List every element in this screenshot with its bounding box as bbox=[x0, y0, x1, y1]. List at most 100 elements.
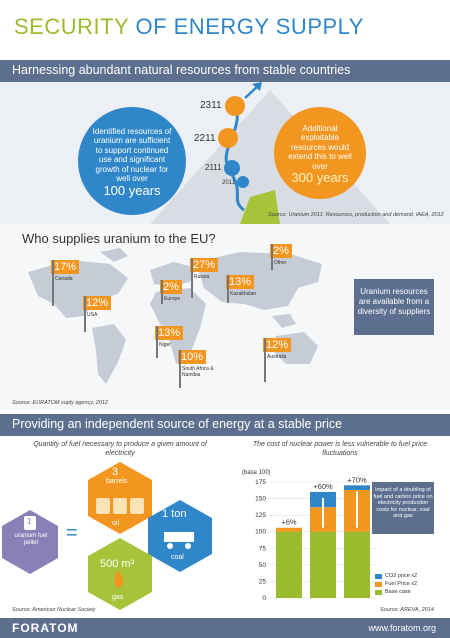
y-tick-label: 50 bbox=[259, 562, 267, 569]
pellet-hexagon bbox=[2, 510, 58, 574]
section1-heading: Harnessing abundant natural resources fr… bbox=[0, 60, 450, 82]
flag-pole bbox=[161, 280, 163, 304]
y-tick-label: 0 bbox=[262, 595, 266, 602]
flag-pole bbox=[179, 350, 181, 388]
flag-europe: 2% Europe bbox=[160, 280, 182, 304]
oil-label: oil bbox=[112, 520, 120, 527]
flag-other: 2% Other bbox=[270, 244, 292, 270]
south-america-shape bbox=[92, 324, 126, 384]
annotation-gas: +70% bbox=[347, 475, 367, 484]
title-part2: OF ENERGY SUPPLY bbox=[135, 14, 364, 39]
identified-resources-text: Identified resources of uranium are suff… bbox=[92, 126, 172, 184]
flag-kazakhstan-pct: 13% bbox=[226, 275, 255, 289]
left-subtitle: Quantity of fuel necessary to produce a … bbox=[33, 441, 207, 457]
southeast-asia-shape bbox=[272, 314, 296, 328]
legend-co2-label: CO2 price x2 bbox=[385, 573, 418, 579]
foratom-logo: FORATOM bbox=[12, 621, 79, 635]
flag-australia-label: Australia bbox=[267, 354, 287, 360]
arrow-icon bbox=[244, 85, 259, 99]
oil-amount: 3 bbox=[112, 466, 119, 478]
page-title: SECURITY OF ENERGY SUPPLY bbox=[14, 14, 364, 40]
bar-coal-0 bbox=[310, 531, 336, 598]
flag-russia: 27% Russia bbox=[190, 258, 219, 298]
identified-resources-circle: Identified resources of uranium are suff… bbox=[78, 107, 186, 215]
flag-russia-label: Russia bbox=[194, 274, 210, 280]
impact-box: Impact of a doubling of fuel and carbon … bbox=[372, 482, 434, 534]
title-part1: SECURITY bbox=[14, 14, 129, 39]
annotation-nuclear: +6% bbox=[281, 518, 297, 527]
section2-source: Source: EURATOM suply agency, 2012 bbox=[12, 400, 108, 406]
cost-chart: (base 100) 0 25 50 75 100 125 150 175 +6% +60% +70% bbox=[242, 470, 376, 602]
flag-canada: 17% Canada bbox=[51, 260, 80, 306]
coal-label: coal bbox=[171, 554, 184, 561]
y-tick-label: 175 bbox=[255, 479, 266, 486]
flag-niger: 13% Niger bbox=[155, 326, 184, 358]
y-tick-label: 75 bbox=[259, 545, 267, 552]
pellet-label: uranium fuel pellet bbox=[14, 533, 48, 546]
gas-flame-icon bbox=[114, 570, 124, 588]
bar-gas-0 bbox=[344, 531, 370, 598]
additional-resources-circle: Additional exploitable resources would e… bbox=[274, 107, 366, 199]
flag-pole bbox=[227, 275, 229, 303]
flag-pole bbox=[191, 258, 193, 298]
bar-gas-2 bbox=[344, 485, 370, 490]
additional-resources-text: Additional exploitable resources would e… bbox=[288, 123, 352, 171]
section3-left-source: Source: American Nuclear Society bbox=[12, 607, 96, 613]
year-2111: 2111 bbox=[205, 163, 222, 172]
identified-resources-years: 100 years bbox=[103, 182, 161, 198]
arrow-head-icon bbox=[252, 82, 262, 91]
flag-australia-pct: 12% bbox=[263, 338, 292, 352]
chart-legend: CO2 price x2 Fuel Price x2 Base case bbox=[375, 572, 417, 596]
greenland-shape bbox=[100, 248, 128, 262]
flag-usa: 12% USA bbox=[83, 296, 112, 332]
mountain-graphic bbox=[150, 82, 390, 224]
flag-south-africa-label: South Africa & Namibia bbox=[182, 366, 214, 378]
bar-nuclear-0 bbox=[276, 531, 302, 598]
gas-amount: 500 m³ bbox=[100, 558, 135, 570]
timeline-dot-2011 bbox=[237, 176, 249, 188]
year-2011: 2011 bbox=[222, 180, 235, 186]
bar-nuclear-1 bbox=[276, 527, 302, 532]
coal-amount: 1 ton bbox=[162, 508, 187, 520]
flag-kazakhstan-label: Kazakhstan bbox=[230, 291, 257, 297]
equals-sign: = bbox=[66, 522, 78, 544]
flag-australia: 12% Australia bbox=[263, 338, 292, 382]
year-2311: 2311 bbox=[200, 100, 222, 111]
y-tick-label: 100 bbox=[255, 529, 266, 536]
flag-other-label: Other bbox=[274, 260, 287, 266]
flag-south-africa-pct: 10% bbox=[178, 350, 207, 364]
y-tick-label: 25 bbox=[259, 578, 267, 585]
timeline-dot-2311 bbox=[225, 96, 245, 116]
section1-source: Source: Uranium 2011: Resources, product… bbox=[268, 212, 444, 218]
annotation-coal: +60% bbox=[313, 482, 333, 491]
flag-europe-label: Europe bbox=[164, 296, 181, 302]
right-subtitle: The cost of nuclear power is less vulner… bbox=[252, 441, 428, 457]
flag-pole bbox=[264, 338, 266, 382]
legend-base-label: Base case bbox=[385, 589, 411, 595]
pellet-icon bbox=[24, 516, 36, 530]
flag-usa-label: USA bbox=[87, 312, 98, 318]
oil-barrels-icon bbox=[96, 498, 144, 514]
additional-resources-years: 300 years bbox=[291, 170, 349, 185]
flag-canada-pct: 17% bbox=[51, 260, 80, 274]
pellet-number: 1 bbox=[27, 517, 32, 526]
flag-other-pct: 2% bbox=[270, 244, 292, 258]
flag-usa-pct: 12% bbox=[83, 296, 112, 310]
flag-south-africa: 10% South Africa & Namibia bbox=[178, 350, 214, 388]
flag-pole bbox=[84, 296, 86, 332]
flag-kazakhstan: 13% Kazakhstan bbox=[226, 275, 256, 303]
coal-cart-icon bbox=[164, 532, 194, 549]
section2-heading: Who supplies uranium to the EU? bbox=[22, 231, 216, 246]
gas-label: gas bbox=[112, 594, 124, 601]
footer-url-link[interactable]: www.foratom.org bbox=[368, 623, 436, 633]
y-tick-label: 150 bbox=[255, 496, 266, 503]
flag-canada-label: Canada bbox=[55, 276, 73, 282]
oil-unit: barrels bbox=[106, 478, 128, 485]
timeline-dot-2211 bbox=[218, 128, 238, 148]
hill-shape bbox=[240, 190, 280, 224]
flag-pole bbox=[52, 260, 54, 306]
timeline-dot-2111 bbox=[224, 160, 240, 176]
diversity-box: Uranium resources are available from a d… bbox=[354, 279, 434, 335]
legend-fuel: Fuel Price x2 bbox=[375, 580, 417, 588]
flag-pole bbox=[156, 326, 158, 358]
